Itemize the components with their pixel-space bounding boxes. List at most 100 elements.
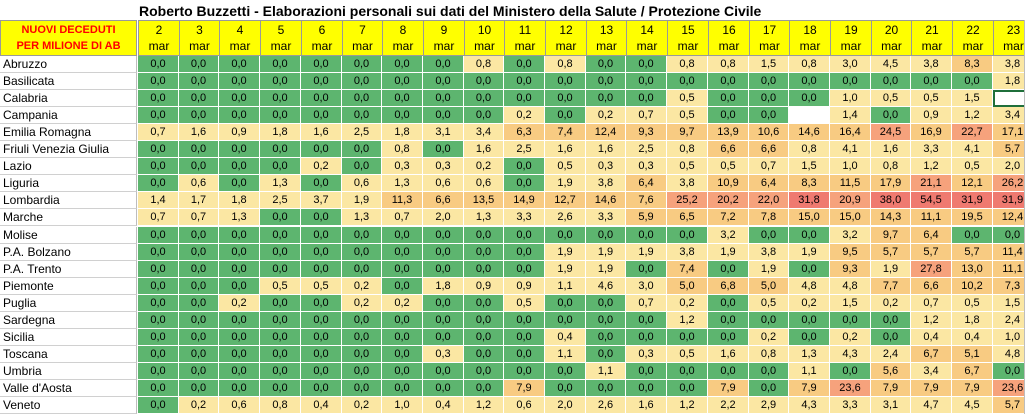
header-day-cell[interactable]: 22 mar: [952, 20, 994, 56]
header-day-cell[interactable]: 14 mar: [626, 20, 668, 56]
value-cell[interactable]: 3,3: [911, 141, 952, 158]
value-cell[interactable]: 0,0: [626, 261, 667, 278]
value-cell[interactable]: 0,0: [219, 278, 260, 295]
value-cell[interactable]: 6,8: [708, 278, 749, 295]
value-cell[interactable]: 1,8: [219, 192, 260, 209]
value-cell[interactable]: 12,4: [993, 209, 1025, 226]
region-name-cell[interactable]: Emilia Romagna: [0, 124, 137, 141]
value-cell[interactable]: 11,4: [993, 244, 1025, 261]
header-day-cell[interactable]: 3 mar: [179, 20, 220, 56]
header-label-cell[interactable]: NUOVI DECEDUTI PER MILIONE DI AB: [0, 20, 137, 56]
value-cell[interactable]: 0,6: [464, 175, 504, 192]
value-cell[interactable]: 0,0: [342, 90, 382, 107]
value-cell[interactable]: 5,1: [952, 346, 993, 363]
value-cell[interactable]: 1,0: [993, 329, 1025, 346]
value-cell[interactable]: 0,0: [138, 329, 179, 346]
value-cell[interactable]: 0,0: [545, 380, 586, 397]
value-cell[interactable]: 0,0: [586, 329, 626, 346]
value-cell[interactable]: 9,5: [830, 244, 871, 261]
value-cell[interactable]: 0,0: [789, 73, 830, 90]
value-cell[interactable]: 0,0: [382, 380, 423, 397]
value-cell[interactable]: 0,0: [219, 380, 260, 397]
value-cell[interactable]: 0,2: [342, 397, 382, 414]
value-cell[interactable]: 3,2: [708, 227, 749, 244]
region-name-cell[interactable]: Molise: [0, 227, 137, 244]
value-cell[interactable]: 11,1: [911, 209, 952, 226]
value-cell[interactable]: 24,5: [871, 124, 911, 141]
value-cell[interactable]: 0,0: [260, 295, 301, 312]
value-cell[interactable]: 31,9: [952, 192, 993, 209]
value-cell[interactable]: 13,5: [464, 192, 504, 209]
value-cell[interactable]: 5,7: [993, 397, 1025, 414]
value-cell[interactable]: 0,0: [219, 107, 260, 124]
value-cell[interactable]: 0,0: [586, 295, 626, 312]
value-cell[interactable]: 1,8: [423, 278, 464, 295]
header-day-cell[interactable]: 4 mar: [219, 20, 261, 56]
value-cell[interactable]: 1,0: [830, 90, 871, 107]
value-cell[interactable]: 11,1: [993, 261, 1025, 278]
value-cell[interactable]: 0,0: [626, 73, 667, 90]
value-cell[interactable]: 0,8: [667, 56, 708, 73]
value-cell[interactable]: 3,8: [586, 175, 626, 192]
value-cell[interactable]: 4,6: [586, 278, 626, 295]
value-cell[interactable]: 0,0: [260, 158, 301, 175]
value-cell[interactable]: 0,5: [952, 158, 993, 175]
value-cell[interactable]: 0,0: [260, 363, 301, 380]
value-cell[interactable]: 0,0: [464, 261, 504, 278]
value-cell[interactable]: 1,1: [586, 363, 626, 380]
value-cell[interactable]: 1,0: [382, 397, 423, 414]
value-cell[interactable]: 12,4: [586, 124, 626, 141]
value-cell[interactable]: 0,0: [179, 90, 219, 107]
value-cell[interactable]: [993, 90, 1025, 107]
value-cell[interactable]: [789, 107, 830, 124]
value-cell[interactable]: 0,0: [179, 363, 219, 380]
header-day-cell[interactable]: 23 mar: [993, 20, 1025, 56]
value-cell[interactable]: 0,5: [667, 90, 708, 107]
value-cell[interactable]: 0,0: [342, 107, 382, 124]
value-cell[interactable]: 0,3: [626, 346, 667, 363]
value-cell[interactable]: 0,0: [667, 73, 708, 90]
value-cell[interactable]: 1,3: [789, 346, 830, 363]
value-cell[interactable]: 0,7: [626, 107, 667, 124]
value-cell[interactable]: 0,5: [260, 278, 301, 295]
value-cell[interactable]: 0,0: [545, 312, 586, 329]
region-name-cell[interactable]: P.A. Trento: [0, 261, 137, 278]
value-cell[interactable]: 20,2: [708, 192, 749, 209]
value-cell[interactable]: 0,0: [464, 380, 504, 397]
value-cell[interactable]: 15,0: [789, 209, 830, 226]
value-cell[interactable]: 0,0: [301, 227, 342, 244]
value-cell[interactable]: 0,0: [423, 227, 464, 244]
value-cell[interactable]: 0,6: [504, 397, 545, 414]
region-name-cell[interactable]: Piemonte: [0, 278, 137, 295]
value-cell[interactable]: 0,0: [382, 278, 423, 295]
value-cell[interactable]: 0,0: [464, 329, 504, 346]
value-cell[interactable]: 0,0: [301, 209, 342, 226]
value-cell[interactable]: 2,4: [871, 346, 911, 363]
value-cell[interactable]: 0,0: [626, 312, 667, 329]
value-cell[interactable]: 3,4: [464, 124, 504, 141]
value-cell[interactable]: 0,0: [138, 141, 179, 158]
value-cell[interactable]: 5,7: [911, 244, 952, 261]
value-cell[interactable]: 0,0: [219, 346, 260, 363]
header-day-cell[interactable]: 8 mar: [382, 20, 424, 56]
value-cell[interactable]: 8,3: [789, 175, 830, 192]
value-cell[interactable]: 1,2: [952, 107, 993, 124]
value-cell[interactable]: 1,3: [464, 209, 504, 226]
value-cell[interactable]: 19,5: [952, 209, 993, 226]
value-cell[interactable]: 0,0: [179, 312, 219, 329]
value-cell[interactable]: 0,4: [911, 329, 952, 346]
value-cell[interactable]: 0,0: [138, 73, 179, 90]
value-cell[interactable]: 0,0: [789, 261, 830, 278]
value-cell[interactable]: 7,9: [871, 380, 911, 397]
value-cell[interactable]: 5,7: [993, 141, 1025, 158]
value-cell[interactable]: 0,8: [871, 158, 911, 175]
value-cell[interactable]: 0,9: [219, 124, 260, 141]
value-cell[interactable]: 0,0: [464, 346, 504, 363]
value-cell[interactable]: 0,5: [749, 295, 789, 312]
value-cell[interactable]: 0,0: [301, 312, 342, 329]
value-cell[interactable]: 1,5: [830, 295, 871, 312]
value-cell[interactable]: 0,8: [789, 56, 830, 73]
value-cell[interactable]: 0,0: [626, 90, 667, 107]
value-cell[interactable]: 1,6: [464, 141, 504, 158]
value-cell[interactable]: 1,9: [789, 244, 830, 261]
